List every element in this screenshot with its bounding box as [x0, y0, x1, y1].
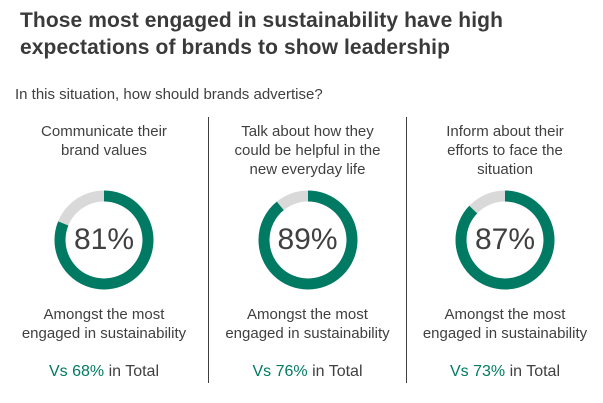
donut-svg — [54, 190, 154, 290]
donut-percent-label: 81% — [73, 223, 135, 256]
question-subtitle: In this situation, how should brands adv… — [15, 86, 323, 103]
audience-note: Amongst the most engaged in sustainabili… — [422, 306, 588, 342]
audience-note: Amongst the most engaged in sustainabili… — [225, 306, 390, 342]
audience-note: Amongst the most engaged in sustainabili… — [21, 306, 187, 342]
comparison-line: Vs 68% in Total — [49, 363, 159, 381]
column-header: Communicate their brand values — [41, 123, 167, 159]
donut-svg — [258, 190, 357, 290]
comparison-suffix: in Total — [307, 362, 363, 380]
stat-column-communicate-brand-values: Communicate their brand values 81% Among… — [0, 117, 208, 383]
donut-percent-label: 87% — [474, 223, 536, 256]
donut-percent-label: 89% — [277, 223, 338, 256]
comparison-line: Vs 73% in Total — [450, 363, 560, 381]
stat-column-helpful-everyday-life: Talk about how they could be helpful in … — [208, 117, 406, 383]
donut-value-arc — [54, 190, 154, 290]
donut-chart: 81% — [54, 190, 154, 290]
donut-value-arc — [455, 190, 555, 290]
donut-chart: 87% — [455, 190, 555, 290]
page-title: Those most engaged in sustainability hav… — [20, 9, 504, 59]
donut-chart: 89% — [258, 190, 358, 290]
comparison-suffix: in Total — [104, 362, 159, 380]
comparison-line: Vs 76% in Total — [253, 363, 363, 381]
donut-value-arc — [258, 190, 357, 290]
stat-column-inform-efforts: Inform about their efforts to face the s… — [406, 117, 603, 383]
comparison-value: Vs 68% — [49, 362, 105, 380]
column-header: Talk about how they could be helpful in … — [234, 123, 381, 178]
column-header: Inform about their efforts to face the s… — [446, 123, 564, 178]
comparison-suffix: in Total — [505, 362, 560, 380]
donut-svg — [455, 190, 555, 290]
comparison-value: Vs 73% — [450, 362, 506, 380]
stat-columns: Communicate their brand values 81% Among… — [0, 117, 603, 383]
comparison-value: Vs 76% — [252, 362, 308, 380]
